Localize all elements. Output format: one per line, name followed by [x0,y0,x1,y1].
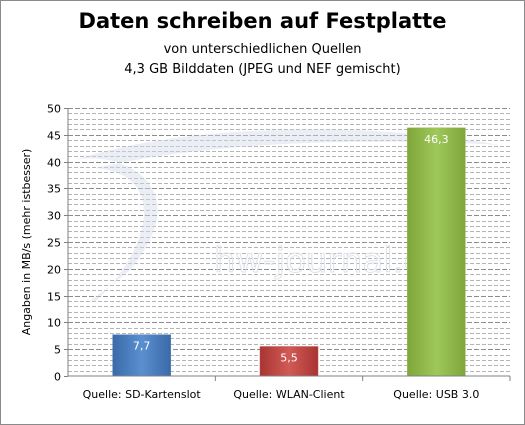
bar-value-label: 5,5 [280,352,298,365]
y-tick-label: 50 [47,103,61,116]
y-tick-label: 45 [47,130,61,143]
y-tick-label: 30 [47,210,61,223]
bar [259,346,319,377]
bar-value-label: 46,3 [424,133,449,146]
y-tick-label: 5 [54,344,61,357]
x-tick-label: Quelle: WLAN-Client [233,388,345,401]
y-tick-label: 35 [47,183,61,196]
chart-subtitle-1: von unterschiedlichen Quellen [163,42,362,57]
bar-value-label: 7,7 [133,340,151,353]
y-tick-label: 40 [47,157,61,170]
chart-title: Daten schreiben auf Festplatte [78,9,447,33]
bar [407,127,466,377]
y-tick-label: 0 [54,371,61,384]
x-tick-label: Quelle: USB 3.0 [393,388,479,401]
y-axis-label: Angaben in MB/s (mehr istbesser) [20,149,33,336]
bar [112,334,171,377]
y-tick-label: 25 [47,237,61,250]
y-tick-label: 15 [47,291,61,304]
y-tick-label: 10 [47,317,61,330]
y-tick-label: 20 [47,264,61,277]
chart-subtitle-2: 4,3 GB Bilddaten (JPEG und NEF gemischt) [124,62,401,77]
x-tick-label: Quelle: SD-Kartenslot [83,388,202,401]
